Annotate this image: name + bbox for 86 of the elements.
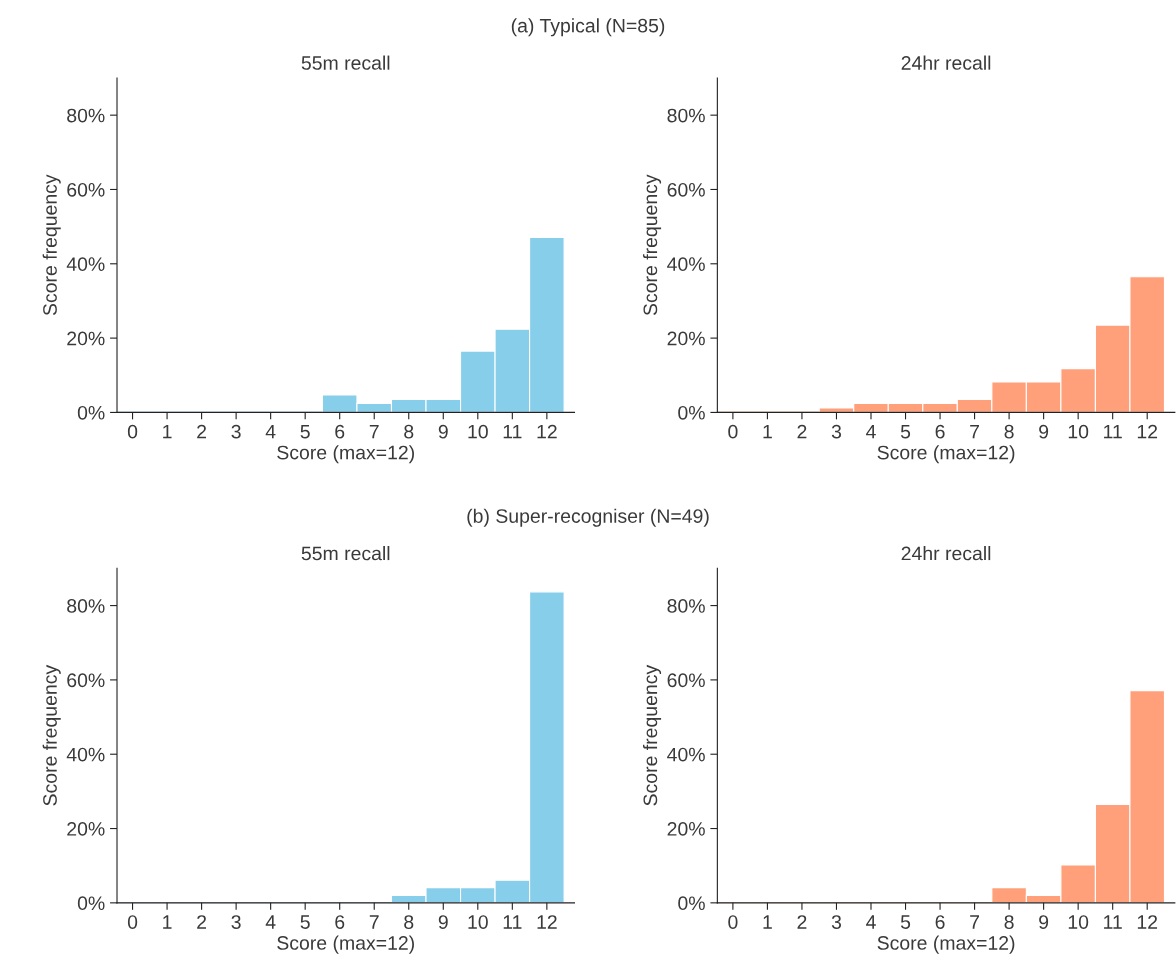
y-tick-label: 40% [667,747,705,762]
x-tick-label: 4 [265,424,276,439]
x-tick-label: 6 [335,424,345,439]
x-tick-label: 8 [404,424,414,439]
x-tick-label: 11 [503,424,522,439]
x-tick-label: 2 [197,424,207,439]
y-tick-label: 20% [667,822,705,836]
x-tick-label: 9 [438,915,448,929]
y-tick-label: 0% [77,405,105,420]
y-tick-label: 40% [66,747,105,762]
x-tick-label: 10 [1068,915,1089,929]
x-tick-label: 3 [231,915,241,929]
y-tick-label: 20% [667,331,705,346]
chart-title: 55m recall [301,546,390,561]
y-tick-label: 60% [67,673,105,688]
x-tick-label: 5 [900,915,911,929]
x-tick-label: 10 [468,424,488,439]
y-axis-title: Score frequency [642,174,662,316]
x-axis-title: Score (max=12) [877,935,1015,954]
x-tick-label: 9 [1039,915,1049,929]
y-tick-label: 0% [77,896,105,911]
x-tick-label: 0 [127,424,138,439]
x-tick-label: 11 [1104,915,1122,929]
x-tick-label: 11 [1104,424,1122,439]
x-tick-label: 6 [935,915,945,929]
y-tick-label: 0% [678,405,705,420]
x-tick-label: 7 [970,915,980,929]
x-tick-label: 9 [438,424,448,439]
y-tick-label: 80% [67,599,105,613]
x-tick-label: 7 [369,424,379,439]
x-tick-label: 3 [831,424,842,439]
x-tick-label: 8 [1004,424,1014,439]
y-tick-label: 60% [67,182,105,197]
x-tick-label: 12 [537,915,557,929]
y-tick-label: 80% [667,599,705,613]
chart-title: 24hr recall [901,55,991,70]
x-tick-label: 7 [369,915,379,929]
x-tick-label: 12 [537,424,557,439]
x-tick-label: 0 [127,915,138,929]
x-tick-label: 5 [900,424,911,439]
x-tick-label: 1 [163,915,172,929]
x-tick-label: 0 [728,915,738,929]
x-tick-label: 5 [300,915,310,929]
x-tick-label: 12 [1137,424,1158,439]
x-tick-label: 4 [866,915,876,929]
y-tick-label: 40% [66,257,105,272]
x-axis-title: Score (max=12) [277,935,414,954]
x-axis-title: Score (max=12) [277,445,414,464]
x-tick-label: 2 [197,915,207,929]
x-tick-label: 2 [797,424,807,439]
chart-subtitle: (b) Super-recogniser (N=49) [467,508,709,527]
y-tick-label: 40% [667,257,705,272]
x-tick-label: 4 [265,915,276,929]
x-tick-label: 2 [797,915,807,929]
y-tick-label: 80% [667,108,705,123]
y-axis-title: Score frequency [42,174,61,316]
y-axis-title: Score frequency [642,664,662,806]
x-tick-label: 4 [866,424,876,439]
y-tick-label: 20% [67,331,105,346]
y-tick-label: 0% [678,896,705,911]
x-tick-label: 6 [935,424,945,439]
x-tick-label: 11 [503,915,522,929]
x-tick-label: 1 [763,915,772,929]
x-tick-label: 5 [300,424,310,439]
x-tick-label: 3 [831,915,842,929]
y-tick-label: 80% [67,108,105,123]
y-tick-label: 20% [67,822,105,836]
x-tick-label: 12 [1137,915,1158,929]
chart-title: 24hr recall [901,546,991,561]
x-tick-label: 0 [728,424,738,439]
x-tick-label: 7 [970,424,980,439]
chart-title: 55m recall [301,55,390,70]
x-tick-label: 8 [1004,915,1014,929]
x-tick-label: 1 [763,424,772,439]
x-tick-label: 10 [468,915,488,929]
x-tick-label: 8 [404,915,414,929]
y-axis-title: Score frequency [42,664,61,806]
x-tick-label: 10 [1068,424,1089,439]
x-axis-title: Score (max=12) [877,445,1015,464]
y-tick-label: 60% [667,673,705,688]
y-tick-label: 60% [667,182,705,197]
x-tick-label: 6 [335,915,345,929]
x-tick-label: 9 [1039,424,1049,439]
chart-subtitle: (a) Typical (N=85) [511,18,665,37]
x-tick-label: 3 [231,424,241,439]
x-tick-label: 1 [163,424,172,439]
